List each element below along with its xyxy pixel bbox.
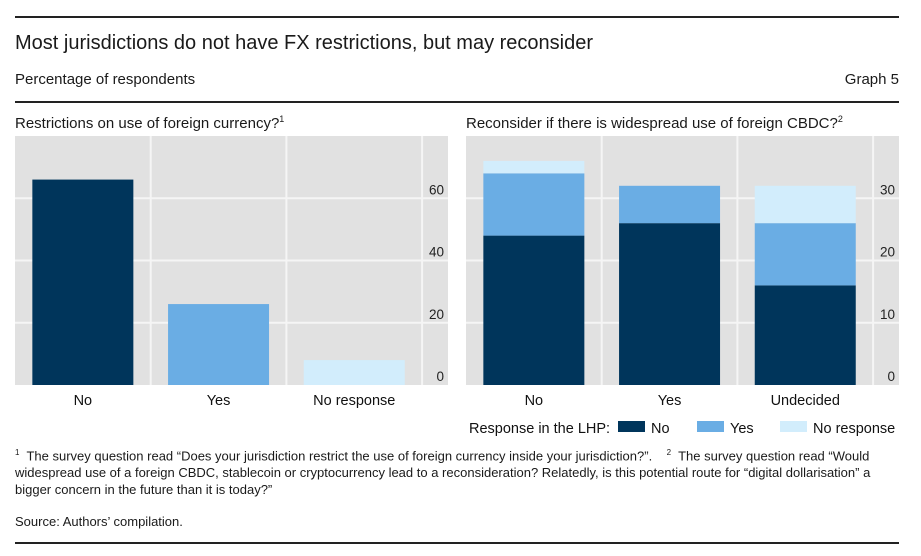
y-tick-label: 10	[880, 307, 895, 322]
y-tick-label: 30	[880, 182, 895, 197]
y-tick-label: 0	[436, 369, 444, 384]
graph-number: Graph 5	[844, 71, 899, 88]
x-category-label: No	[74, 393, 93, 409]
bar-segment-yes	[483, 173, 585, 236]
chart-subtitle: Percentage of respondents	[15, 71, 196, 88]
bar-segment-no	[619, 223, 721, 385]
footnote-ref-1: 1	[279, 114, 285, 124]
y-tick-label: 0	[887, 369, 895, 384]
header-rule	[15, 101, 899, 103]
footnote-1-marker: 1	[15, 448, 20, 457]
legend-swatch-no-response	[780, 421, 807, 432]
right-chart: 0 10 20 30 No Yes Undecided	[466, 136, 899, 409]
bar-segment-no-response	[483, 160, 585, 174]
footnote-ref-2: 2	[837, 114, 843, 124]
footnote-2-text: The survey question read “Would widespre…	[15, 448, 871, 498]
legend-swatch-no	[618, 421, 645, 432]
legend-label-no: No	[651, 421, 670, 437]
bar-no-response	[303, 360, 405, 385]
chart-title: Most jurisdictions do not have FX restri…	[15, 32, 594, 54]
footnote-1-text: The survey question read “Does your juri…	[26, 448, 653, 464]
x-category-label: Undecided	[771, 393, 840, 409]
top-rule	[15, 16, 899, 18]
legend-swatch-yes	[697, 421, 724, 432]
y-tick-label: 20	[429, 307, 444, 322]
x-category-label: Yes	[658, 393, 682, 409]
y-tick-label: 40	[429, 245, 444, 260]
right-panel-title: Reconsider if there is widespread use of…	[466, 114, 843, 132]
left-panel-title-text: Restrictions on use of foreign currency?	[15, 115, 280, 132]
left-chart: 0 20 40 60 No Yes No response	[15, 136, 448, 409]
legend-label-no-response: No response	[813, 421, 895, 437]
legend-title: Response in the LHP:	[469, 421, 610, 437]
bottom-rule	[15, 542, 899, 544]
footnotes: 1 The survey question read “Does your ju…	[15, 444, 905, 498]
source-note: Source: Authors’ compilation.	[15, 514, 183, 529]
bar-no	[32, 179, 134, 385]
bar-segment-no	[483, 235, 585, 385]
bar-segment-yes	[619, 185, 721, 224]
x-category-label: No	[525, 393, 544, 409]
footnote-2-marker: 2	[666, 448, 672, 457]
y-tick-label: 60	[429, 182, 444, 197]
bar-segment-no	[754, 285, 856, 385]
x-category-label: No response	[313, 393, 395, 409]
x-category-label: Yes	[207, 393, 231, 409]
legend-label-yes: Yes	[730, 421, 754, 437]
bar-yes	[168, 304, 270, 385]
bar-segment-no-response	[754, 185, 856, 224]
right-panel-title-text: Reconsider if there is widespread use of…	[466, 115, 838, 132]
bar-segment-yes	[754, 223, 856, 286]
y-tick-label: 20	[880, 245, 895, 260]
left-panel-title: Restrictions on use of foreign currency?…	[15, 114, 284, 132]
legend: Response in the LHP: No Yes No response	[469, 421, 895, 437]
